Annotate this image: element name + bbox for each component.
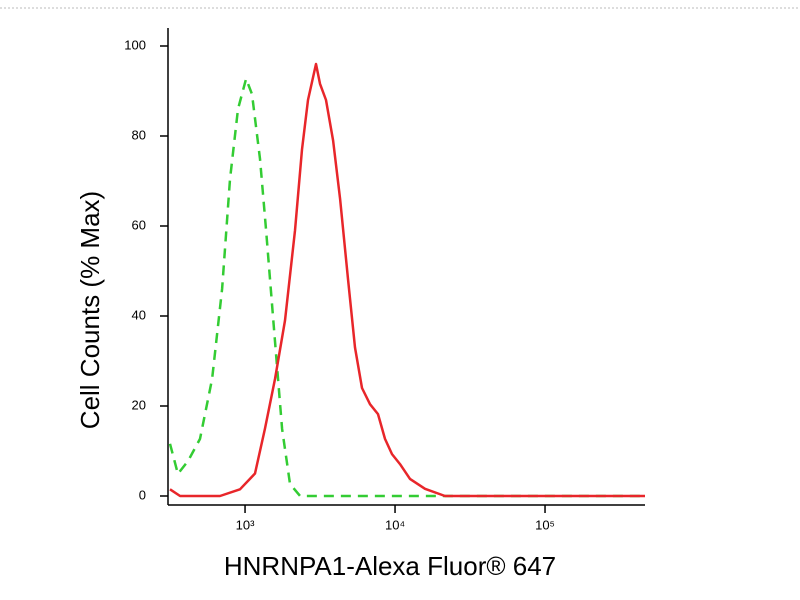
x-tick-label: 10⁴ — [385, 517, 405, 532]
y-tick-label: 100 — [124, 37, 146, 52]
y-tick-label: 80 — [132, 127, 146, 142]
y-axis-title: Cell Counts (% Max) — [75, 191, 105, 429]
series-line — [168, 77, 645, 498]
x-axis-title: HNRNPA1-Alexa Fluor® 647 — [224, 551, 556, 581]
x-tick-label: 10⁵ — [535, 517, 555, 532]
x-tick-label: 10³ — [236, 517, 255, 532]
y-tick-label: 60 — [132, 217, 146, 232]
y-tick-label: 20 — [132, 397, 146, 412]
series-line — [169, 62, 645, 498]
y-tick-label: 0 — [139, 487, 146, 502]
y-tick-label: 40 — [132, 307, 146, 322]
